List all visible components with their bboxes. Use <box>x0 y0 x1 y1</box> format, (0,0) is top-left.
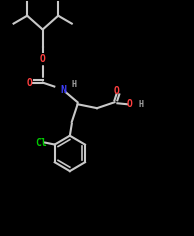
Text: Cl: Cl <box>35 138 47 148</box>
Text: O: O <box>40 54 46 64</box>
Text: H: H <box>138 100 143 109</box>
Text: H: H <box>71 80 76 89</box>
Text: O: O <box>113 86 119 97</box>
Text: N: N <box>60 85 66 96</box>
Text: O: O <box>26 78 32 88</box>
Text: O: O <box>127 99 133 109</box>
